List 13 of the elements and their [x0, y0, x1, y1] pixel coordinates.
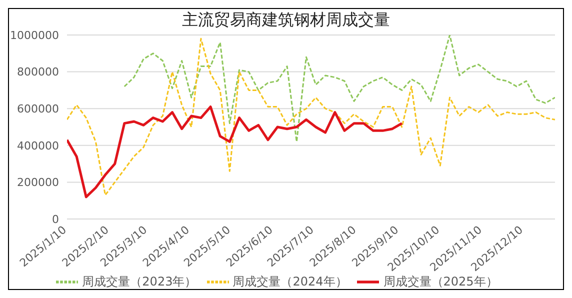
legend-label: 周成交量（2025年）: [383, 274, 498, 288]
line-series: [124, 35, 555, 142]
line-series: [67, 38, 555, 196]
y-tick-label: 200000: [17, 176, 59, 190]
line-series: [67, 106, 404, 198]
legend-label: 周成交量（2024年）: [232, 274, 348, 288]
legend-label: 周成交量（2023年）: [82, 274, 197, 288]
y-tick-label: 400000: [17, 139, 59, 152]
chart-title: 主流贸易商建筑钢材周成交量: [182, 10, 390, 29]
y-tick-label: 0: [52, 212, 59, 226]
y-tick-label: 1000000: [10, 28, 59, 42]
y-tick-label: 800000: [17, 66, 59, 79]
y-tick-label: 600000: [17, 102, 59, 116]
